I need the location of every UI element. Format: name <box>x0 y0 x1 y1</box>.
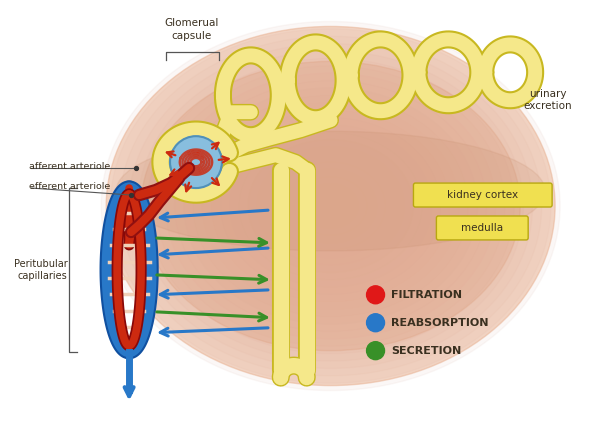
Ellipse shape <box>285 169 377 243</box>
Ellipse shape <box>193 95 469 317</box>
Ellipse shape <box>119 36 542 376</box>
Ellipse shape <box>266 155 395 258</box>
Ellipse shape <box>257 147 404 265</box>
Ellipse shape <box>239 132 422 280</box>
Ellipse shape <box>303 184 358 228</box>
FancyBboxPatch shape <box>413 183 552 207</box>
Text: Peritubular
capillaries: Peritubular capillaries <box>14 259 67 281</box>
Ellipse shape <box>248 140 413 272</box>
Circle shape <box>367 314 385 332</box>
Ellipse shape <box>184 88 478 324</box>
Text: SECRETION: SECRETION <box>391 346 462 356</box>
FancyBboxPatch shape <box>436 216 528 240</box>
Ellipse shape <box>106 27 555 386</box>
Ellipse shape <box>202 103 459 309</box>
Text: efferent arteriole: efferent arteriole <box>29 181 110 191</box>
Ellipse shape <box>294 176 367 235</box>
Circle shape <box>367 286 385 304</box>
Ellipse shape <box>156 66 505 346</box>
Circle shape <box>170 136 222 188</box>
Ellipse shape <box>166 73 496 339</box>
Text: kidney cortex: kidney cortex <box>447 190 518 200</box>
Text: medulla: medulla <box>461 223 503 233</box>
Text: afferent arteriole: afferent arteriole <box>29 162 110 171</box>
Ellipse shape <box>275 162 386 250</box>
Ellipse shape <box>129 44 533 368</box>
Ellipse shape <box>211 110 450 302</box>
Ellipse shape <box>175 80 487 331</box>
Text: REABSORPTION: REABSORPTION <box>391 318 489 328</box>
Text: Glomerual
capsule: Glomerual capsule <box>165 19 219 41</box>
Ellipse shape <box>141 61 520 351</box>
Ellipse shape <box>147 59 514 354</box>
Ellipse shape <box>322 199 340 213</box>
Ellipse shape <box>116 131 545 251</box>
Ellipse shape <box>110 29 551 383</box>
Ellipse shape <box>312 191 349 221</box>
Circle shape <box>367 342 385 360</box>
Text: FILTRATION: FILTRATION <box>391 290 463 300</box>
Ellipse shape <box>101 21 560 391</box>
Text: urinary
excretion: urinary excretion <box>524 90 572 111</box>
Ellipse shape <box>230 125 431 287</box>
Ellipse shape <box>138 51 523 361</box>
Ellipse shape <box>221 117 441 295</box>
